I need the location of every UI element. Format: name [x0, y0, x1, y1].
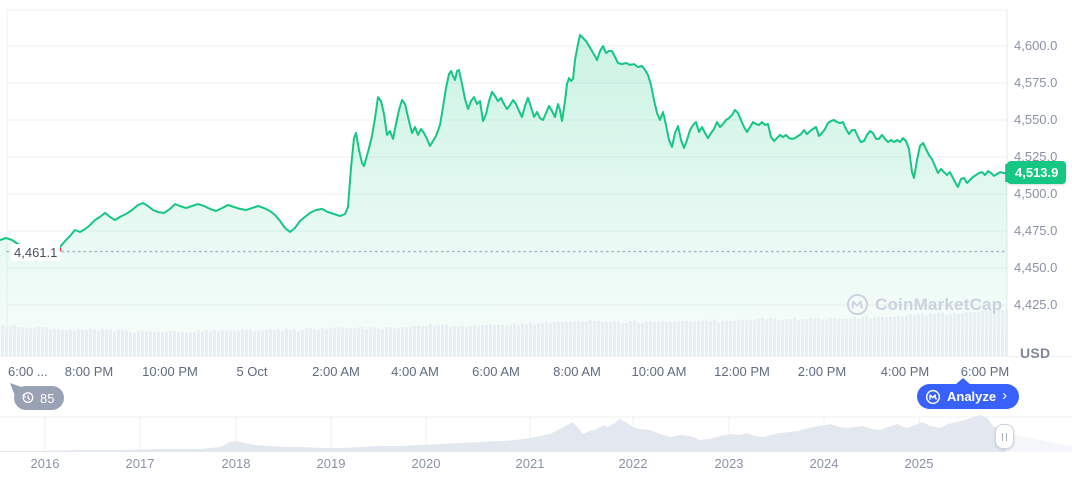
last-price-badge: 4,513.9 — [1007, 161, 1067, 184]
x-axis-label: 2:00 PM — [797, 364, 847, 379]
history-count: 85 — [40, 390, 55, 406]
x-axis-label: 10:00 PM — [142, 364, 198, 379]
year-label: 2016 — [30, 456, 60, 471]
x-axis-label: 10:00 AM — [631, 364, 687, 379]
x-axis-label: 6:00 ... — [8, 364, 48, 379]
coinmarketcap-logo-icon — [846, 293, 869, 316]
year-label: 2021 — [515, 456, 545, 471]
x-axis-label: 4:00 AM — [391, 364, 439, 379]
x-axis-label: 5 Oct — [236, 364, 268, 379]
year-label: 2024 — [809, 456, 839, 471]
year-label: 2022 — [618, 456, 648, 471]
navigator-handle[interactable] — [995, 424, 1014, 449]
y-axis-label: 4,500.0 — [1014, 186, 1058, 201]
year-label: 2025 — [904, 456, 934, 471]
year-label: 2023 — [714, 456, 744, 471]
last-price-value: 4,513.9 — [1015, 165, 1059, 180]
x-axis-label: 8:00 AM — [553, 364, 601, 379]
analyze-tooltip-arrow — [955, 378, 971, 385]
analyze-button[interactable]: Analyze › — [917, 378, 1020, 409]
year-label: 2017 — [125, 456, 155, 471]
chevron-right-icon: › — [1002, 387, 1008, 404]
history-badge[interactable]: 85 — [14, 386, 65, 410]
y-axis-label: 4,475.0 — [1014, 223, 1058, 238]
analyze-label: Analyze — [947, 389, 997, 404]
y-axis-label: 4,525.0 — [1014, 149, 1058, 164]
y-axis-label: 4,575.0 — [1014, 75, 1058, 90]
coinmarketcap-watermark: CoinMarketCap — [846, 293, 1002, 316]
open-price-label: 4,461.1 — [11, 244, 61, 261]
currency-label: USD — [1020, 345, 1051, 361]
x-axis-label: 2:00 AM — [312, 364, 360, 379]
y-axis-label: 4,450.0 — [1014, 260, 1058, 275]
history-clock-icon — [21, 391, 35, 405]
year-label: 2019 — [316, 456, 346, 471]
watermark-text: CoinMarketCap — [875, 294, 1003, 314]
x-axis-label: 8:00 PM — [64, 364, 114, 379]
x-axis-label: 4:00 PM — [880, 364, 930, 379]
x-axis-label: 6:00 AM — [472, 364, 520, 379]
y-axis-label: 4,550.0 — [1014, 112, 1058, 127]
year-label: 2018 — [221, 456, 251, 471]
x-axis-label: 12:00 PM — [714, 364, 770, 379]
y-axis-label: 4,600.0 — [1014, 38, 1058, 53]
x-axis-label: 6:00 PM — [960, 364, 1010, 379]
coinmarketcap-button-logo-icon — [925, 389, 941, 405]
y-axis-label: 4,425.0 — [1014, 297, 1058, 312]
year-label: 2020 — [411, 456, 441, 471]
open-price-value: 4,461.1 — [14, 245, 58, 260]
